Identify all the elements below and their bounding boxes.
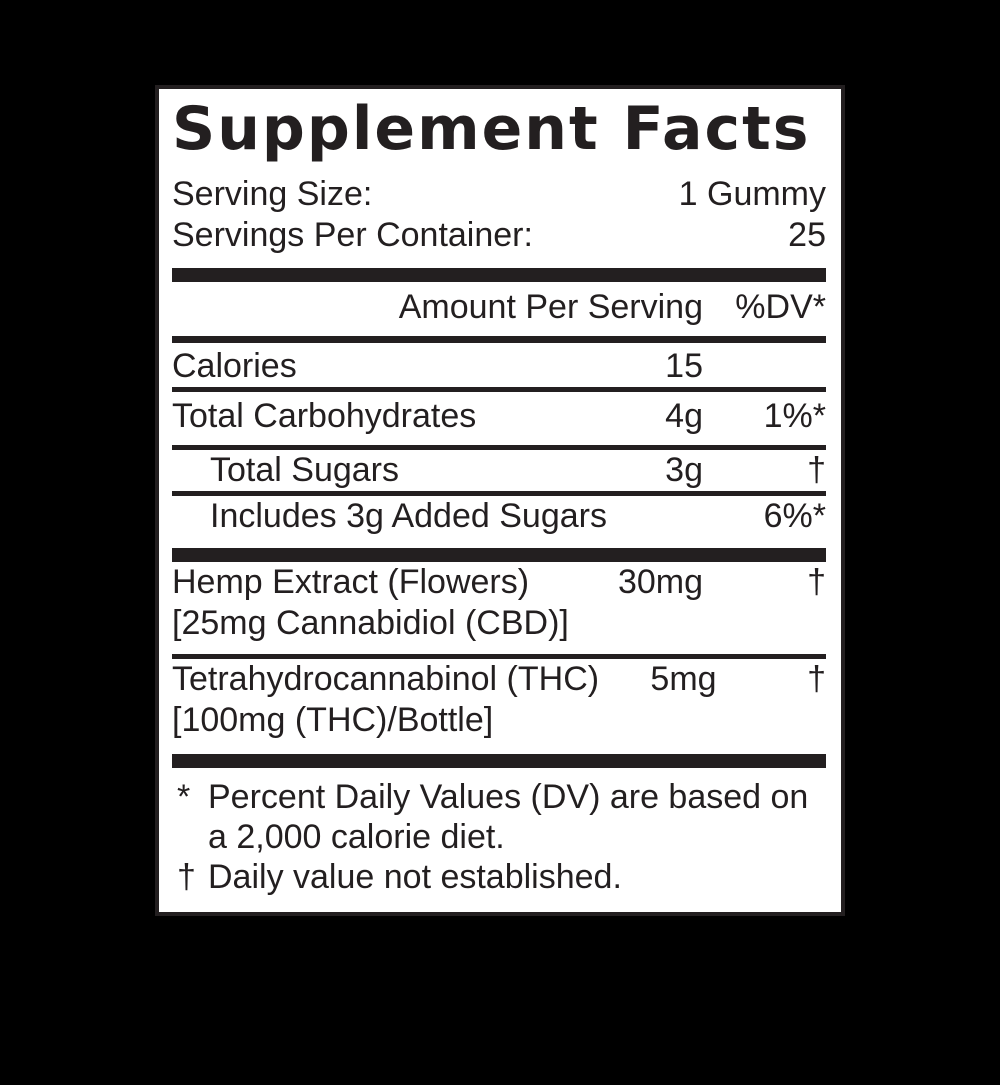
- asterisk-marker: *: [177, 778, 191, 816]
- nutrient-amount: 30mg: [617, 563, 703, 601]
- dagger-marker: †: [177, 858, 196, 896]
- supplement-facts-label: Supplement Facts Serving Size: 1 Gummy S…: [155, 85, 845, 916]
- servings-per-container-label: Servings Per Container:: [172, 216, 533, 254]
- servings-per-container-value: 25: [788, 216, 826, 254]
- nutrient-name: Tetrahydrocannabinol (THC): [172, 660, 600, 698]
- footnotes: * Percent Daily Values (DV) are based on…: [172, 777, 826, 897]
- header-divider: [172, 336, 826, 343]
- serving-size-label: Serving Size:: [172, 175, 373, 213]
- nutrient-dv: [703, 346, 826, 387]
- nutrient-row-total-sugars: Total Sugars 3g †: [172, 450, 826, 491]
- thick-separator-bar: [172, 268, 826, 282]
- footnote-line: Percent Daily Values (DV) are based on: [208, 778, 809, 816]
- nutrient-name: Total Sugars: [210, 451, 399, 489]
- footnote-line: Daily value not established.: [208, 858, 622, 896]
- footnote-daily-value: † Daily value not established.: [172, 857, 826, 897]
- nutrient-amount: 5mg: [650, 660, 717, 698]
- thick-separator-bar: [172, 754, 826, 768]
- nutrient-dv: †: [807, 451, 826, 489]
- serving-size-row: Serving Size: 1 Gummy: [172, 174, 826, 215]
- table-header-row: Amount Per Serving %DV*: [172, 287, 826, 328]
- nutrient-dv: †: [807, 660, 826, 698]
- row-divider: [172, 445, 826, 450]
- serving-info: Serving Size: 1 Gummy Servings Per Conta…: [172, 174, 826, 256]
- nutrient-subtext: [100mg (THC)/Bottle]: [172, 701, 494, 739]
- nutrient-row-added-sugars: Includes 3g Added Sugars 6%*: [172, 496, 826, 537]
- nutrient-amount: 15: [665, 347, 703, 385]
- nutrient-name: Calories: [172, 347, 297, 385]
- nutrient-dv: †: [807, 563, 826, 601]
- nutrient-name: Includes 3g Added Sugars: [210, 497, 607, 535]
- footnote-percent-dv: * Percent Daily Values (DV) are based on…: [172, 777, 826, 857]
- nutrient-row-thc: Tetrahydrocannabinol (THC) 5mg † [100mg …: [172, 659, 826, 741]
- nutrient-row-calories: Calories 15: [172, 346, 826, 387]
- amount-per-serving-header: Amount Per Serving: [398, 288, 703, 326]
- label-title: Supplement Facts: [172, 94, 811, 164]
- nutrient-subtext: [25mg Cannabidiol (CBD)]: [172, 604, 569, 642]
- nutrient-amount: 4g: [665, 397, 703, 435]
- nutrient-name: Hemp Extract (Flowers): [172, 563, 530, 601]
- nutrient-dv: 1%*: [763, 397, 826, 435]
- nutrient-row-total-carbohydrates: Total Carbohydrates 4g 1%*: [172, 396, 826, 437]
- thick-separator-bar: [172, 548, 826, 562]
- nutrient-amount: 3g: [665, 451, 703, 489]
- nutrient-dv: 6%*: [763, 497, 826, 535]
- nutrient-row-hemp-extract: Hemp Extract (Flowers) 30mg † [25mg Cann…: [172, 562, 826, 644]
- footnote-text: Percent Daily Values (DV) are based on a…: [208, 777, 826, 857]
- nutrient-amount: [607, 496, 720, 537]
- nutrient-name: Total Carbohydrates: [172, 397, 477, 435]
- row-divider: [172, 387, 826, 392]
- footnote-line: a 2,000 calorie diet.: [208, 818, 505, 856]
- servings-per-container-row: Servings Per Container: 25: [172, 215, 826, 256]
- row-divider: [172, 654, 826, 659]
- row-divider: [172, 491, 826, 496]
- dv-header: %DV*: [735, 288, 826, 326]
- serving-size-value: 1 Gummy: [678, 175, 826, 213]
